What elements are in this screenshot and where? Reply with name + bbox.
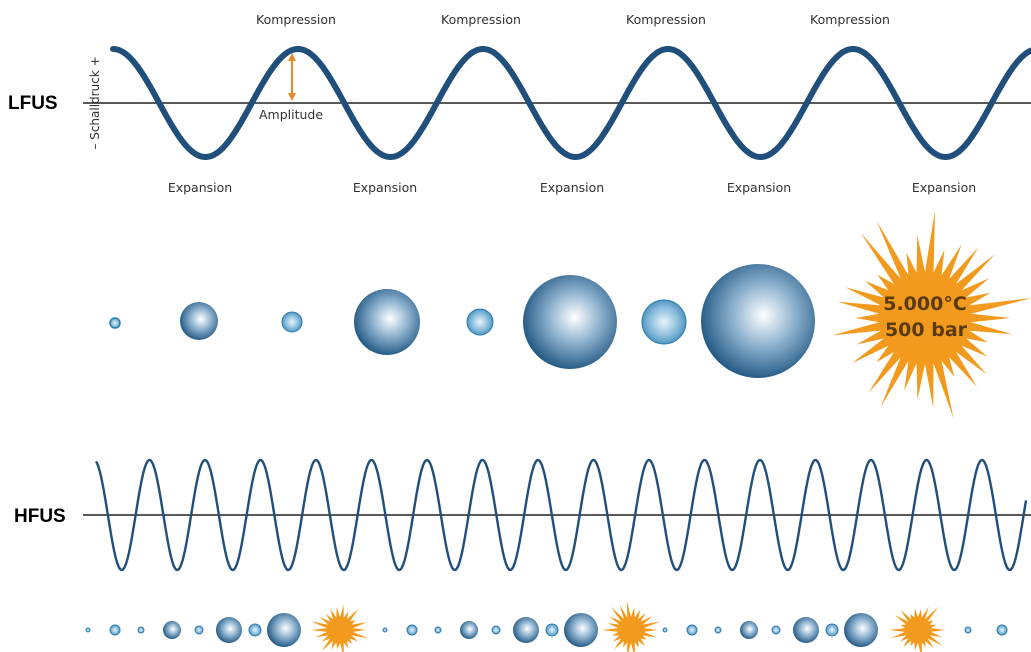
hfus-bubble: [109, 624, 121, 636]
burst-temperature: 5.000°C: [883, 293, 967, 315]
hfus-section: HFUS: [14, 458, 1031, 572]
expansion-label: Expansion: [168, 180, 232, 195]
expansion-label: Expansion: [353, 180, 417, 195]
hfus-bubble: [216, 617, 242, 643]
amplitude-label: Amplitude: [259, 107, 323, 122]
bubble: [354, 289, 420, 355]
hfus-label: HFUS: [14, 506, 66, 527]
lfus-section: LFUS – Schalldruck + Amplitude Kompressi…: [8, 12, 1031, 195]
compression-label: Kompression: [441, 12, 521, 27]
hfus-bubble: [382, 627, 388, 633]
expansion-label: Expansion: [540, 180, 604, 195]
hfus-bubble: [793, 617, 819, 643]
hfus-bubble: [434, 626, 442, 634]
hfus-bubble: [248, 623, 262, 637]
compression-label: Kompression: [626, 12, 706, 27]
hfus-bubble: [406, 624, 418, 636]
bubble: [523, 275, 617, 369]
hfus-bubble: [964, 626, 972, 634]
hfus-bubble: [267, 613, 301, 647]
hfus-bubble: [491, 625, 501, 635]
lfus-label: LFUS: [8, 93, 58, 114]
hfus-bubble: [85, 627, 91, 633]
bubble: [641, 299, 687, 345]
compression-label: Kompression: [810, 12, 890, 27]
hfus-sine-wave: [94, 458, 1028, 572]
hfus-bubble: [996, 624, 1008, 636]
hfus-bubble: [740, 621, 758, 639]
bubble: [180, 302, 218, 340]
burst-pressure: 500 bar: [885, 319, 968, 341]
expansion-label: Expansion: [912, 180, 976, 195]
hfus-bubble: [194, 625, 204, 635]
hfus-bubble: [686, 624, 698, 636]
bubble: [701, 264, 815, 378]
hfus-bubble: [714, 626, 722, 634]
lfus-sine-wave: [110, 46, 1031, 160]
hfus-bubble: [545, 623, 559, 637]
hfus-bubble: [844, 613, 878, 647]
bubble-growth-row: 5.000°C 500 bar: [109, 210, 1031, 419]
hfus-bubble: [825, 623, 839, 637]
compression-label: Kompression: [256, 12, 336, 27]
amplitude-arrow: [288, 53, 296, 101]
bubble: [281, 311, 303, 333]
hfus-implosion-burst: [601, 600, 661, 652]
hfus-bubble: [460, 621, 478, 639]
implosion-burst: 5.000°C 500 bar: [832, 210, 1031, 419]
hfus-implosion-burst: [310, 605, 369, 652]
bubble: [466, 308, 494, 336]
expansion-label: Expansion: [727, 180, 791, 195]
hfus-bubble: [771, 625, 781, 635]
hfus-bubble: [513, 617, 539, 643]
bubble: [109, 317, 121, 329]
hfus-bubble: [163, 621, 181, 639]
hfus-bubble-row: [85, 600, 1008, 652]
burst-star-shape: [832, 210, 1031, 419]
hfus-bubble: [137, 626, 145, 634]
hfus-implosion-burst: [888, 606, 946, 652]
hfus-bubble: [564, 613, 598, 647]
hfus-bubble: [662, 627, 668, 633]
